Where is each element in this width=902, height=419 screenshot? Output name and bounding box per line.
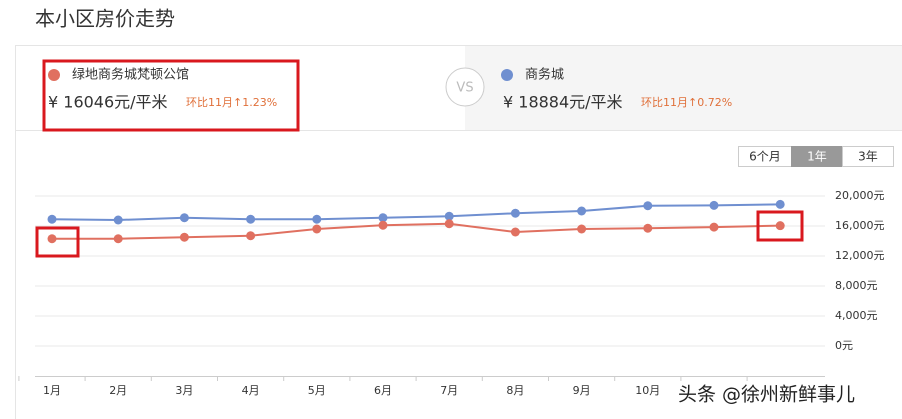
- x-tick-label: 10月: [635, 384, 660, 397]
- plot: 0元 4,000元 8,000元 12,000元 16,000元 20,000元 1月 2月 3…: [18, 189, 885, 397]
- highlight-box: [35, 226, 80, 258]
- point: [113, 234, 123, 244]
- tab-label[interactable]: 3年: [858, 150, 878, 164]
- y-tick-label: 8,000元: [835, 279, 878, 292]
- point: [378, 220, 388, 230]
- x-tick-label: 2月: [109, 384, 127, 397]
- point: [510, 227, 520, 237]
- point: [47, 234, 57, 244]
- y-tick-label: 20,000元: [835, 189, 885, 202]
- right-price: ¥ 18884元/平米: [503, 93, 623, 112]
- point: [113, 215, 123, 225]
- x-tick-label: 4月: [242, 384, 260, 397]
- point: [709, 200, 719, 210]
- vs-circle: [445, 67, 485, 107]
- y-tick-label: 12,000元: [835, 249, 885, 262]
- point: [643, 201, 653, 211]
- y-tick-label: 16,000元: [835, 219, 885, 232]
- point: [510, 208, 520, 218]
- left-name: 绿地商务城梵顿公馆: [72, 67, 189, 83]
- y-tick-label: 4,000元: [835, 309, 878, 322]
- point: [179, 213, 189, 223]
- vs-label: VS: [456, 81, 473, 96]
- watermark: 头条 @徐州新鲜事儿: [678, 384, 855, 406]
- series-line: [51, 203, 781, 222]
- x-tick-label: 1月: [43, 384, 61, 397]
- right-name: 商务城: [525, 67, 564, 83]
- point: [246, 231, 256, 241]
- right-panel: [465, 46, 902, 130]
- tab-label[interactable]: 1年: [807, 150, 827, 164]
- series-line: [52, 222, 781, 240]
- point: [378, 213, 388, 223]
- right-change: 环比11月↑0.72%: [641, 96, 732, 109]
- highlight-box: [42, 59, 300, 132]
- point: [775, 221, 785, 231]
- point: [577, 224, 587, 234]
- point: [709, 222, 719, 232]
- y-tick-label: 0元: [835, 339, 853, 352]
- point: [643, 223, 653, 233]
- point: [444, 211, 454, 221]
- point: [577, 206, 587, 216]
- tab-label[interactable]: 6个月: [749, 150, 781, 164]
- point: [312, 214, 322, 224]
- legend-dot: [501, 69, 513, 81]
- x-tick-label: 9月: [573, 384, 591, 397]
- point: [444, 219, 454, 229]
- x-tick-label: 7月: [440, 384, 458, 397]
- point: [312, 224, 322, 234]
- highlight-box: [756, 210, 804, 242]
- left-price: ¥ 16046元/平米: [48, 93, 168, 112]
- point: [179, 232, 189, 242]
- tab[interactable]: [842, 146, 894, 167]
- left-change: 环比11月↑1.23%: [186, 96, 277, 109]
- x-tick-label: 3月: [175, 384, 193, 397]
- legend-dot: [48, 69, 60, 81]
- x-tick-label: 6月: [374, 384, 392, 397]
- point: [47, 214, 57, 224]
- x-tick-label: 5月: [308, 384, 326, 397]
- x-tick-label: 8月: [506, 384, 524, 397]
- point: [246, 214, 256, 224]
- page-title: 本小区房价走势: [35, 7, 175, 31]
- point: [775, 199, 785, 209]
